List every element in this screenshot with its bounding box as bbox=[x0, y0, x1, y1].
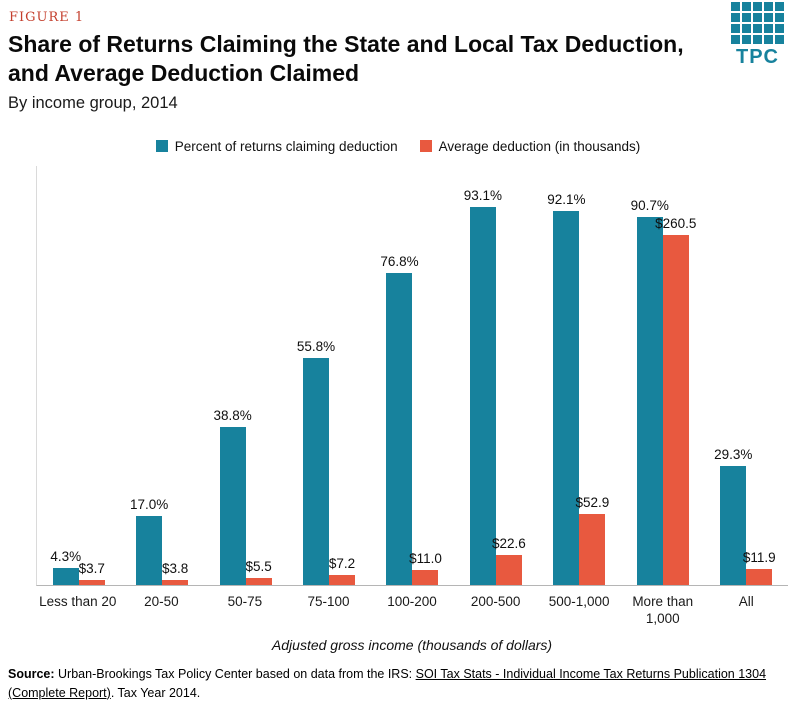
source-prefix: Source: bbox=[8, 666, 55, 681]
tpc-logo: TPC bbox=[731, 2, 784, 69]
bar-group-5: 76.8% $11.0 bbox=[371, 166, 454, 585]
plot-area: 4.3% $3.7 17.0% $3.8 38.8% $5.5 55.8% $7.2 76.8%… bbox=[36, 165, 788, 586]
percent-bar-column: 76.8% bbox=[380, 166, 419, 585]
chart-title-line-2: and Average Deduction Claimed bbox=[8, 60, 360, 87]
percent-bar bbox=[386, 272, 413, 585]
legend-swatch-deduction-icon bbox=[419, 140, 432, 153]
deduction-bar bbox=[662, 234, 689, 585]
x-axis-categories: Less than 20 20-50 50-75 75-100 100-200 200-5… bbox=[36, 593, 788, 628]
source-text: Urban-Brookings Tax Policy Center based … bbox=[54, 666, 416, 681]
chart-title: Share of Returns Claiming the State and … bbox=[8, 30, 708, 89]
deduction-bar bbox=[162, 579, 189, 585]
source-text-after: . Tax Year 2014. bbox=[110, 685, 201, 700]
percent-value-label: 93.1% bbox=[463, 187, 503, 203]
x-tick-label: 500-1,000 bbox=[548, 593, 610, 609]
percent-value-label: 90.7% bbox=[630, 197, 669, 213]
x-tick-label: 200-500 bbox=[470, 593, 521, 609]
deduction-bar-column: $260.5 bbox=[655, 166, 696, 585]
deduction-value-label: $22.6 bbox=[492, 535, 526, 551]
x-tick-label: 50-75 bbox=[227, 593, 263, 609]
bar-group-6: 93.1% $22.6 bbox=[454, 166, 537, 585]
x-tick-label: More than 1,000 bbox=[632, 593, 694, 627]
percent-value-label: 76.8% bbox=[380, 253, 419, 269]
deduction-bar bbox=[329, 574, 356, 585]
percent-bar bbox=[219, 426, 246, 585]
deduction-bar bbox=[78, 579, 105, 585]
tpc-logo-text: TPC bbox=[736, 46, 779, 68]
percent-value-label: 4.3% bbox=[50, 548, 82, 564]
source-note: Source: Urban-Brookings Tax Policy Cente… bbox=[8, 665, 786, 703]
x-tick-label: Less than 20 bbox=[39, 593, 117, 609]
legend-swatch-percent-icon bbox=[155, 140, 168, 153]
deduction-bar-column: $52.9 bbox=[575, 166, 609, 585]
chart-subtitle: By income group, 2014 bbox=[8, 93, 178, 112]
deduction-bar bbox=[579, 513, 606, 585]
bar-group-7: 92.1% $52.9 bbox=[538, 166, 621, 585]
legend-item-deduction: Average deduction (in thousands) bbox=[419, 138, 641, 154]
x-tick-label: 20-50 bbox=[144, 593, 179, 609]
deduction-bar bbox=[495, 554, 522, 585]
bar-group-2: 17.0% $3.8 bbox=[120, 166, 203, 585]
percent-bar-column: 17.0% bbox=[130, 166, 168, 585]
percent-bar bbox=[52, 567, 79, 585]
deduction-bar-column: $3.8 bbox=[162, 166, 188, 585]
legend-item-percent: Percent of returns claiming deduction bbox=[155, 138, 398, 154]
percent-value-label: 29.3% bbox=[714, 446, 753, 462]
percent-bar-column: 4.3% bbox=[50, 166, 82, 585]
deduction-bar bbox=[245, 577, 272, 585]
percent-bar bbox=[636, 216, 663, 585]
chart-title-line-1: Share of Returns Claiming the State and … bbox=[8, 31, 684, 57]
deduction-bar bbox=[412, 569, 439, 585]
x-tick-label: 75-100 bbox=[307, 593, 350, 609]
percent-bar-column: 55.8% bbox=[297, 166, 335, 585]
bar-group-1: 4.3% $3.7 bbox=[37, 166, 120, 585]
bar-group-9: 29.3% $11.9 bbox=[705, 166, 788, 585]
deduction-bar-column: $11.0 bbox=[409, 166, 442, 585]
deduction-bar-column: $3.7 bbox=[79, 166, 105, 585]
deduction-bar bbox=[746, 568, 773, 585]
percent-value-label: 17.0% bbox=[130, 496, 169, 512]
percent-bar bbox=[136, 515, 163, 585]
legend: Percent of returns claiming deduction Av… bbox=[0, 139, 796, 154]
bar-group-4: 55.8% $7.2 bbox=[287, 166, 370, 585]
deduction-value-label: $11.0 bbox=[409, 550, 442, 566]
legend-label-percent: Percent of returns claiming deduction bbox=[174, 138, 398, 154]
bar-chart: 4.3% $3.7 17.0% $3.8 38.8% $5.5 55.8% $7.2 76.8%… bbox=[36, 165, 788, 653]
deduction-bar-column: $22.6 bbox=[492, 166, 526, 585]
deduction-value-label: $3.8 bbox=[162, 560, 189, 576]
deduction-value-label: $11.9 bbox=[742, 549, 776, 565]
percent-bar-column: 93.1% bbox=[464, 166, 502, 585]
legend-label-deduction: Average deduction (in thousands) bbox=[438, 138, 641, 154]
x-tick-label: 100-200 bbox=[387, 593, 437, 609]
deduction-value-label: $260.5 bbox=[655, 215, 697, 231]
deduction-value-label: $5.5 bbox=[245, 558, 272, 574]
deduction-bar-column: $5.5 bbox=[245, 166, 272, 585]
x-axis-label: Adjusted gross income (thousands of doll… bbox=[271, 636, 553, 653]
percent-bar-column: 29.3% bbox=[714, 166, 752, 585]
percent-bar bbox=[553, 210, 580, 585]
tpc-grid-icon bbox=[731, 2, 784, 44]
percent-bar-column: 90.7% bbox=[631, 166, 669, 585]
bar-group-8: 90.7% $260.5 bbox=[621, 166, 704, 585]
percent-bar-column: 92.1% bbox=[547, 166, 585, 585]
x-tick-label: All bbox=[738, 593, 754, 609]
percent-value-label: 38.8% bbox=[213, 407, 252, 423]
percent-bar bbox=[469, 206, 496, 585]
bar-group-3: 38.8% $5.5 bbox=[204, 166, 287, 585]
figure-label: FIGURE 1 bbox=[9, 10, 85, 25]
figure-header: FIGURE 1 TPC Share of Returns Claiming t… bbox=[0, 0, 796, 113]
percent-value-label: 92.1% bbox=[547, 191, 586, 207]
percent-bar-column: 38.8% bbox=[213, 166, 252, 585]
percent-bar bbox=[720, 465, 747, 585]
deduction-value-label: $52.9 bbox=[575, 494, 610, 510]
source-link[interactable]: SOI Tax Stats - Individual Income Tax Re… bbox=[8, 666, 767, 700]
deduction-bar-column: $7.2 bbox=[329, 166, 355, 585]
deduction-value-label: $7.2 bbox=[328, 555, 356, 571]
deduction-value-label: $3.7 bbox=[78, 560, 105, 576]
deduction-bar-column: $11.9 bbox=[743, 166, 776, 585]
percent-value-label: 55.8% bbox=[296, 338, 336, 354]
percent-bar bbox=[303, 357, 330, 585]
